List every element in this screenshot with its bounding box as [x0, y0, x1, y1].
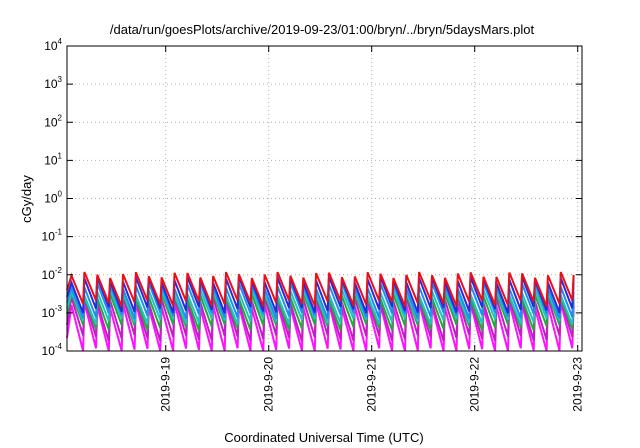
y-tick-label: 10-3: [42, 304, 63, 320]
y-tick-label: 102: [44, 113, 62, 129]
y-tick-label: 100: [44, 190, 62, 206]
series-line: [66, 282, 575, 320]
y-tick-label: 10-1: [42, 228, 63, 244]
x-tick-label: 2019-9-19: [159, 357, 173, 412]
y-tick-label: 104: [44, 37, 62, 53]
x-tick-label: 2019-9-23: [571, 357, 585, 412]
chart-title: /data/run/goesPlots/archive/2019-09-23/0…: [110, 22, 535, 37]
y-axis: 10-4 10-3 10-2 10-1 100 101 102 103 104: [42, 37, 582, 358]
x-axis-label: Coordinated Universal Time (UTC): [224, 430, 423, 445]
x-tick-label: 2019-9-22: [468, 357, 482, 412]
x-axis: 2019-9-19 2019-9-20 2019-9-21 2019-9-22 2019…: [159, 46, 585, 412]
series-line: [66, 302, 575, 352]
x-tick-label: 2019-9-21: [365, 357, 379, 412]
series-layer: [66, 271, 575, 352]
x-tick-label: 2019-9-20: [262, 357, 276, 412]
y-tick-label: 10-4: [42, 342, 63, 358]
y-axis-label: cGy/day: [19, 175, 34, 223]
y-tick-label: 101: [44, 151, 62, 167]
series-line: [66, 296, 575, 342]
y-tick-label: 103: [44, 75, 62, 91]
series-line: [66, 271, 575, 307]
series-line: [66, 288, 575, 325]
y-tick-label: 10-2: [42, 266, 63, 282]
